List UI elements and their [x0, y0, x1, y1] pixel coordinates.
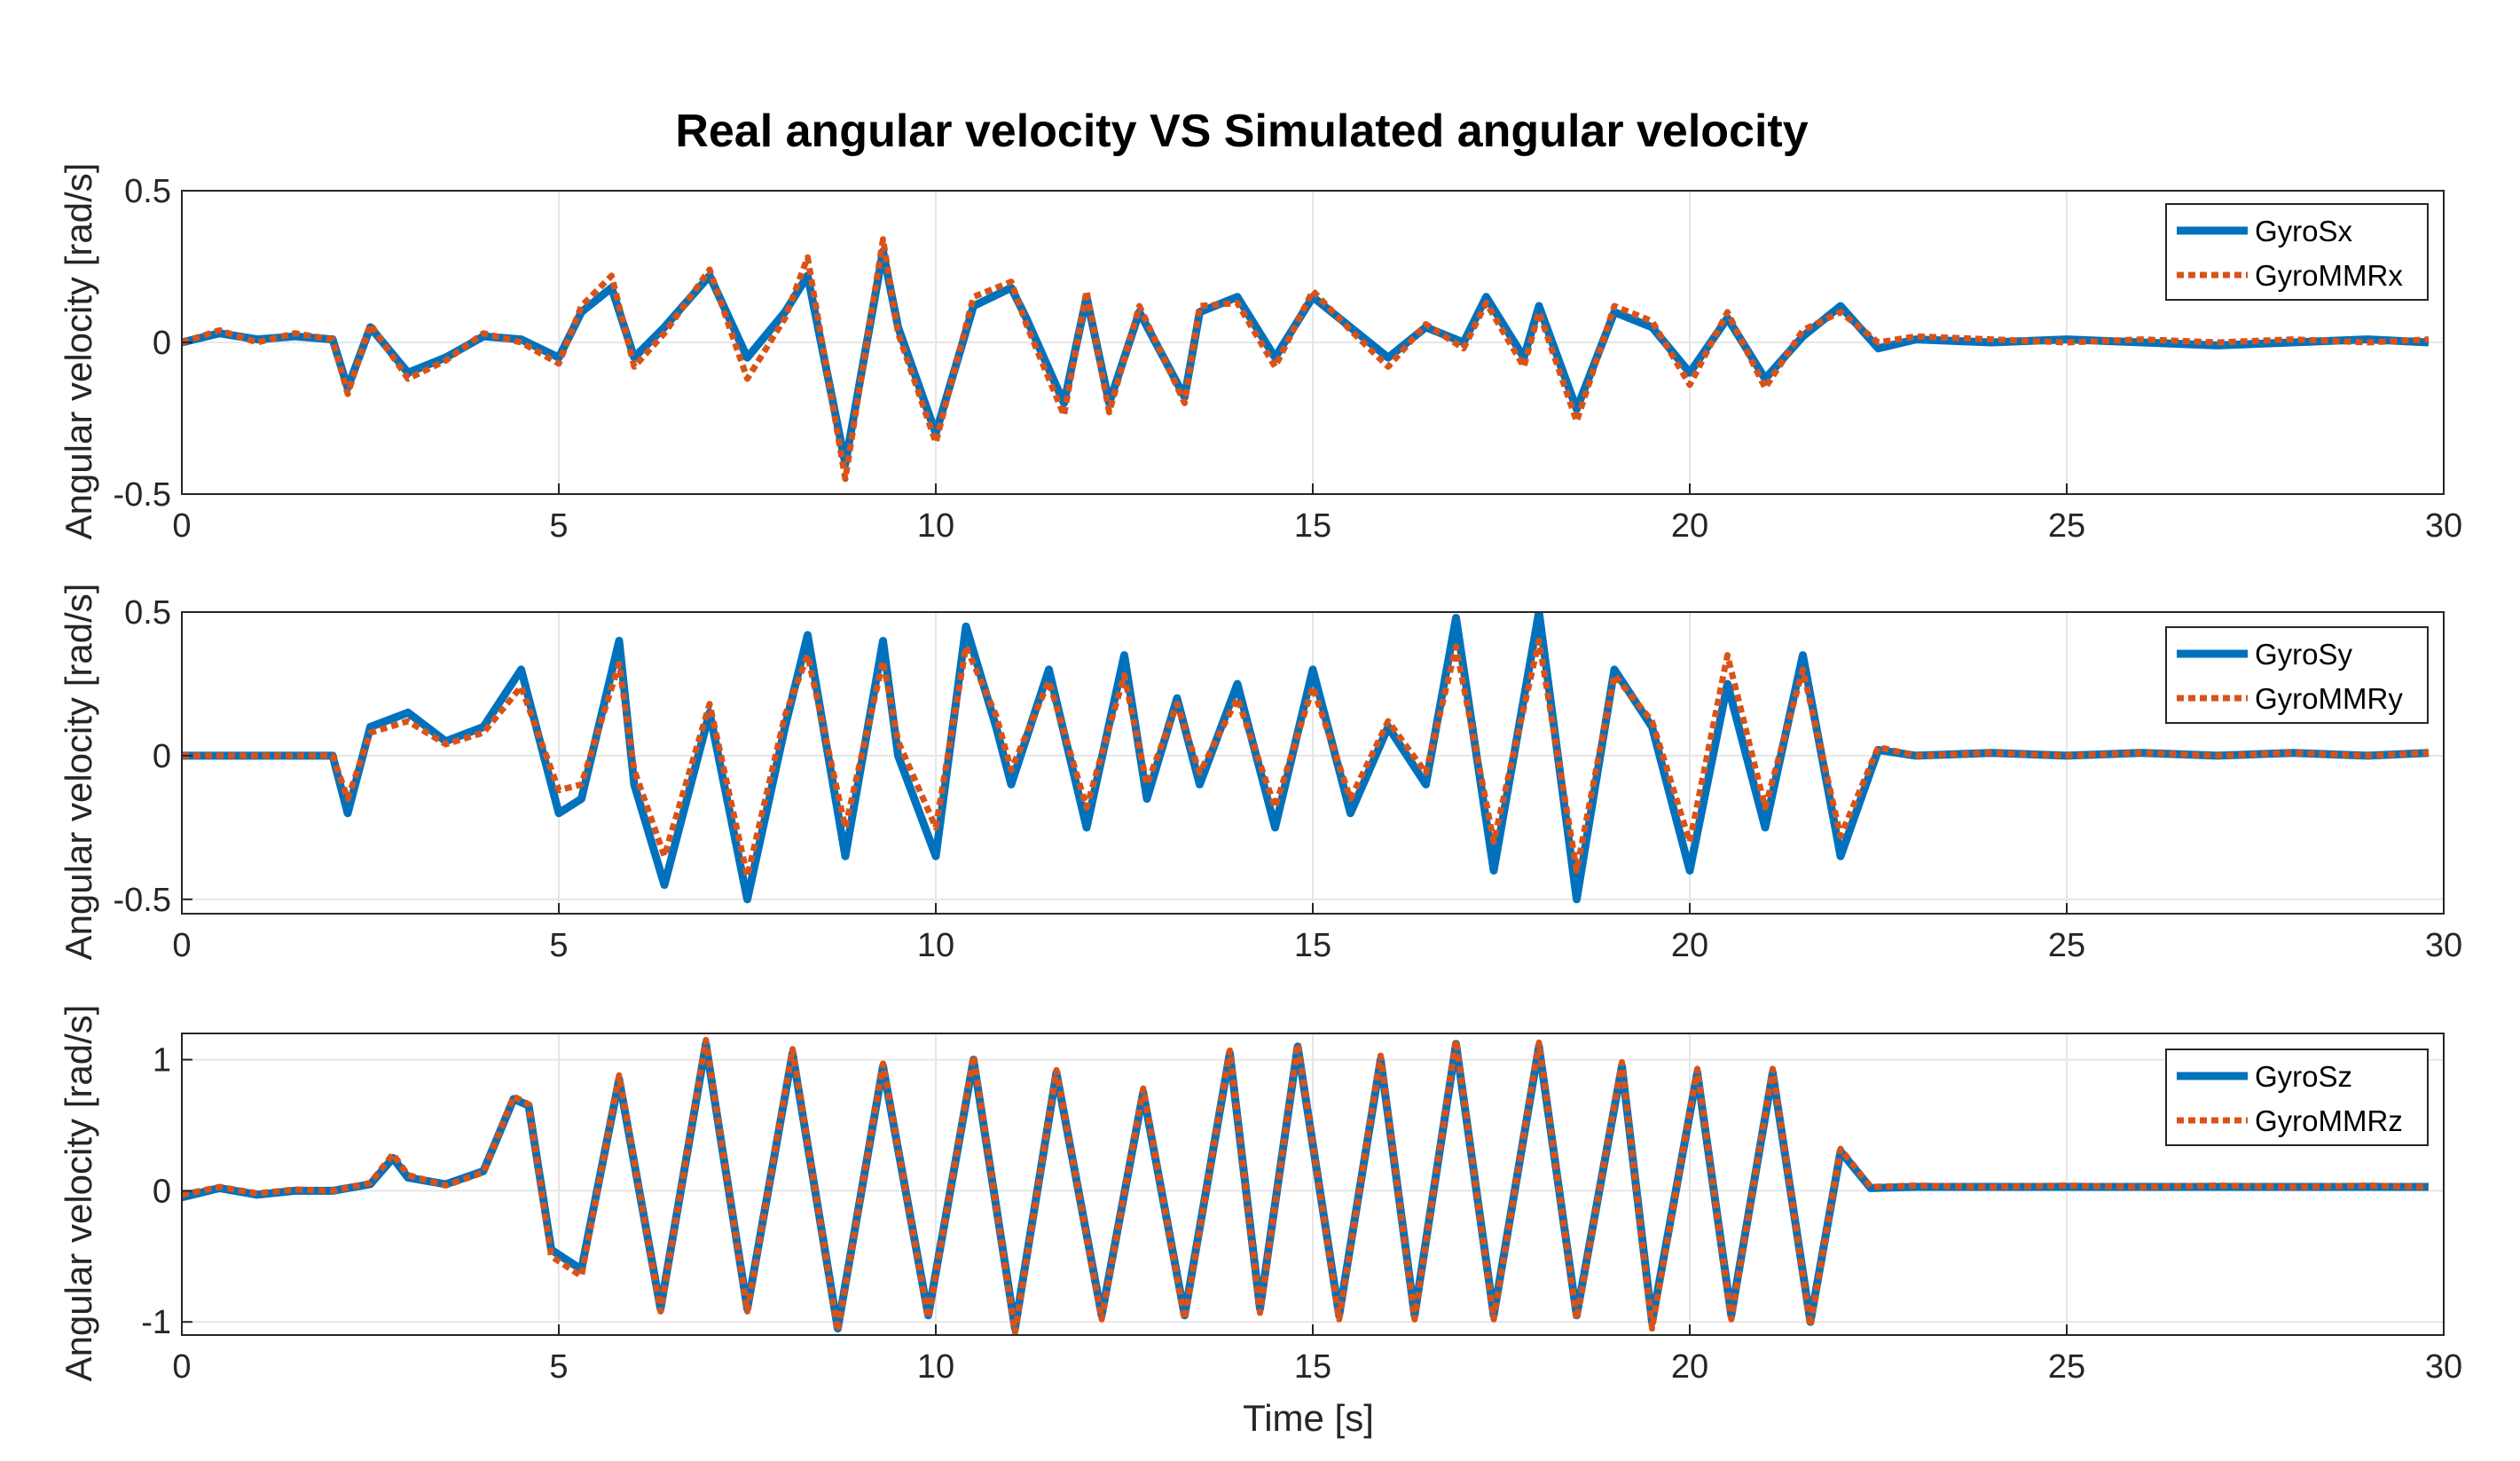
series-line-gyrosx: [182, 247, 2430, 468]
x-tick-label: 25: [2048, 927, 2085, 964]
y-tick-label: 0.5: [124, 173, 171, 210]
y-tick-label: 0: [153, 1173, 171, 1210]
series-line-gyrommry: [182, 637, 2430, 880]
legend: GyroSy GyroMMRy: [2165, 626, 2429, 724]
legend-box: [2165, 203, 2429, 301]
legend: GyroSz GyroMMRz: [2165, 1049, 2429, 1146]
x-tick-label: 30: [2425, 927, 2462, 964]
y-tick-label: -1: [141, 1304, 171, 1341]
y-axis-label: Angular velocity [rad/s]: [58, 1005, 99, 1382]
legend-label-gyrosz: GyroSz: [2255, 1060, 2352, 1093]
x-tick-label: 25: [2048, 507, 2085, 545]
legend-label-gyrommry: GyroMMRy: [2255, 682, 2403, 715]
x-tick-label: 20: [1671, 927, 1708, 964]
y-tick-label: -0.5: [114, 476, 171, 514]
x-tick-label: 0: [172, 1348, 191, 1386]
x-tick-label: 0: [172, 927, 191, 964]
legend-box: [2165, 1049, 2429, 1146]
x-tick-label: 20: [1671, 1348, 1708, 1386]
legend: GyroSx GyroMMRx: [2165, 203, 2429, 301]
legend-label-gyrosy: GyroSy: [2255, 638, 2353, 671]
x-tick-label: 5: [549, 507, 568, 545]
x-tick-label: 30: [2425, 507, 2462, 545]
x-tick-label: 10: [917, 1348, 954, 1386]
y-tick-label: 1: [153, 1042, 171, 1080]
y-tick-label: -0.5: [114, 882, 171, 919]
series-line-gyrosz: [182, 1040, 2429, 1333]
y-tick-label: 0.5: [124, 594, 171, 632]
x-tick-label: 15: [1294, 507, 1331, 545]
x-tick-label: 10: [917, 927, 954, 964]
x-tick-label: 20: [1671, 507, 1708, 545]
x-tick-label: 15: [1294, 1348, 1331, 1386]
x-tick-label: 5: [549, 927, 568, 964]
series-line-gyrommrz: [182, 1036, 2430, 1335]
x-tick-label: 0: [172, 507, 191, 545]
series-line-gyrommrx: [182, 236, 2430, 483]
legend-label-gyrosx: GyroSx: [2255, 215, 2353, 247]
x-tick-label: 15: [1294, 927, 1331, 964]
x-tick-label: 25: [2048, 1348, 2085, 1386]
legend-box: [2165, 626, 2429, 724]
y-tick-label: 0: [153, 738, 171, 775]
y-axis-label: Angular velocity [rad/s]: [58, 584, 99, 961]
chart-title: Real angular velocity VS Simulated angul…: [675, 106, 1808, 157]
legend-label-gyrommrz: GyroMMRz: [2255, 1104, 2403, 1137]
x-tick-label: 30: [2425, 1348, 2462, 1386]
y-axis-label: Angular velocity [rad/s]: [58, 163, 99, 540]
x-tick-label: 5: [549, 1348, 568, 1386]
legend-label-gyrommrx: GyroMMRx: [2255, 259, 2403, 292]
x-axis-label: Time [s]: [1243, 1397, 1374, 1439]
y-tick-label: 0: [153, 325, 171, 362]
x-tick-label: 10: [917, 507, 954, 545]
